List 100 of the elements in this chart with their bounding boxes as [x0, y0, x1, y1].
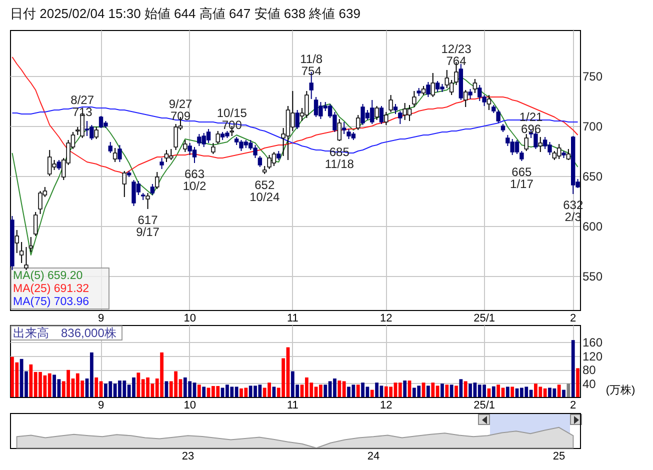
annotation: 12/23 764 [441, 42, 472, 68]
bar [510, 386, 514, 397]
bar [94, 377, 98, 397]
bar [571, 340, 575, 397]
candlestick [24, 246, 28, 270]
candlestick [342, 122, 346, 134]
x-tick-label: 24 [367, 450, 380, 462]
bar [492, 386, 496, 397]
text: MA(25) 691.32 [13, 283, 90, 295]
annotation: 665 1/17 [510, 165, 534, 191]
x-tick-label: 2 [570, 312, 576, 324]
bar [164, 381, 168, 397]
y-tick-label: 650 [582, 170, 603, 184]
candlestick [155, 172, 160, 190]
chart-title: 出来高 836,000株 [13, 326, 116, 340]
x-tick-label: 25 [552, 450, 566, 462]
annotation: 11/8 754 [300, 52, 323, 78]
bar [445, 384, 449, 397]
candlestick [150, 184, 155, 196]
candlestick [28, 236, 34, 252]
candlestick [430, 72, 435, 98]
candlestick [388, 94, 393, 112]
candlestick [393, 104, 398, 114]
bar [562, 390, 566, 397]
y-tick-label: 750 [582, 70, 603, 84]
x-tick-label: 12 [380, 400, 392, 412]
candlestick [56, 160, 62, 170]
candlestick [566, 148, 571, 160]
candlestick [556, 144, 562, 160]
candlestick [183, 140, 188, 152]
candlestick [486, 94, 492, 110]
candlestick [211, 142, 216, 154]
candlestick [118, 144, 122, 162]
candlestick [384, 112, 388, 126]
candlestick [426, 82, 430, 98]
y-tick-label: 160 [582, 336, 603, 350]
candlestick [398, 110, 402, 124]
bar [426, 386, 430, 397]
y-tick-label: 550 [582, 270, 603, 284]
bar [398, 382, 402, 397]
bar [566, 384, 570, 397]
candlestick [206, 128, 211, 144]
annotation: 663 10/2 [182, 167, 207, 193]
x-tick-label: 11 [286, 312, 298, 324]
bar [496, 384, 500, 397]
candlestick [112, 148, 118, 162]
bar [450, 384, 454, 397]
bar [197, 384, 201, 397]
candlestick [464, 90, 468, 108]
bar [356, 384, 360, 397]
candlestick [337, 118, 342, 142]
candlestick [33, 212, 38, 236]
bar [440, 384, 444, 397]
candlestick [374, 106, 379, 120]
bar [464, 381, 468, 397]
candlestick [356, 114, 360, 130]
y-axis-title: (万株) [606, 384, 636, 396]
y-tick-label: 40 [582, 376, 596, 391]
bar [403, 380, 407, 397]
x-tick-label: 9 [98, 312, 104, 324]
candlestick [412, 90, 416, 108]
annotation: 652 10/24 [250, 178, 280, 204]
x-tick-label: 9 [98, 400, 104, 412]
candlestick [258, 156, 262, 168]
candlestick [379, 106, 384, 124]
x-tick-label: 11 [286, 400, 298, 412]
x-tick-label: 25/1 [474, 312, 496, 324]
bar [454, 386, 458, 397]
candlestick [444, 70, 450, 88]
candlestick [520, 150, 524, 162]
y-tick-label: 700 [582, 120, 603, 134]
bar [90, 352, 94, 397]
candlestick [472, 78, 478, 94]
candlestick [216, 130, 220, 144]
candlestick [524, 134, 528, 152]
x-tick-label: 12 [380, 312, 392, 324]
bar [576, 368, 580, 397]
bar [272, 386, 276, 397]
candlestick [108, 142, 112, 154]
candlestick [160, 158, 164, 170]
y-tick-label: 80 [582, 363, 596, 378]
candlestick [449, 80, 454, 96]
bar [370, 390, 374, 397]
candlestick [19, 242, 24, 264]
candlestick [94, 126, 98, 140]
bar [557, 384, 561, 397]
y-tick-label: 120 [582, 349, 603, 364]
x-tick-label: 25/1 [474, 400, 496, 412]
text: MA(5) 659.20 [13, 270, 83, 282]
candlestick [146, 192, 150, 210]
x-tick-label: 10 [184, 400, 196, 412]
annotation: 617 9/17 [136, 213, 160, 239]
candlestick [122, 170, 126, 198]
x-tick-label: 2 [570, 400, 576, 412]
y-tick-label: 600 [582, 220, 603, 234]
candlestick [468, 88, 472, 100]
bar [459, 379, 463, 397]
candlestick [164, 150, 169, 162]
candlestick [14, 230, 19, 254]
annotation: 8/27 713 [70, 93, 94, 119]
